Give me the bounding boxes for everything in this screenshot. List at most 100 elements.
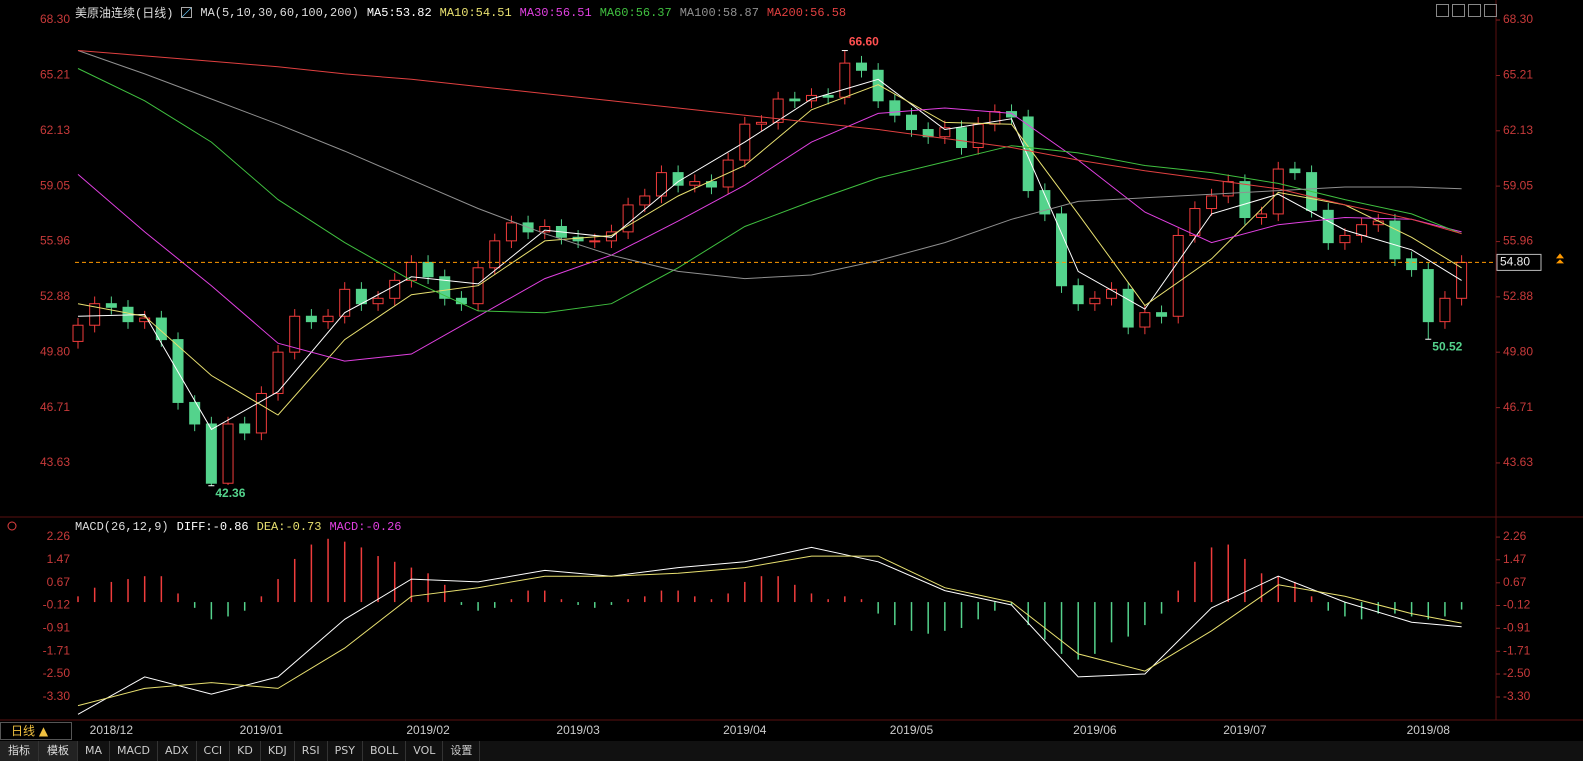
y-tick-label: -2.50 (43, 666, 71, 680)
candle-body (1322, 209, 1334, 244)
y-tick-label: 2.26 (1503, 529, 1527, 543)
macd-title: MACD(26,12,9) (75, 520, 169, 534)
indicator-line (77, 50, 1462, 235)
candle-body (1239, 181, 1251, 219)
y-tick-label: 59.05 (1503, 178, 1533, 192)
y-tick-label: 59.05 (40, 178, 70, 192)
indicator-tab[interactable]: VOL (406, 741, 444, 761)
indicator-tab[interactable]: 设置 (443, 741, 481, 761)
indicator-line (77, 78, 1462, 431)
y-tick-label: 49.80 (40, 344, 70, 358)
y-tick-label: 1.47 (47, 552, 71, 566)
price-legend: 美原油连续(日线) MA(5,10,30,60,100,200) MA5:53.… (75, 4, 846, 22)
macd-legend: MACD(26,12,9) DIFF:-0.86 DEA:-0.73 MACD:-0… (75, 520, 401, 534)
indicator-tab[interactable]: PSY (328, 741, 363, 761)
instrument-title: 美原油连续(日线) (75, 7, 174, 21)
y-tick-label: 68.30 (40, 12, 70, 26)
candle-body (839, 62, 851, 98)
macd-icon[interactable] (7, 521, 17, 531)
y-tick-label: 52.88 (1503, 289, 1533, 303)
ma-legend: MA5:53.82 (366, 5, 432, 20)
y-tick-label: 0.67 (47, 575, 71, 589)
candle-body (755, 121, 767, 125)
ma-legend: MA100:58.87 (679, 5, 759, 20)
candle-body (1206, 195, 1218, 210)
indicator-tab[interactable]: MACD (110, 741, 158, 761)
x-tick-label: 2019/05 (890, 723, 934, 737)
tool-button[interactable] (1484, 4, 1497, 17)
candle-body (1389, 220, 1401, 260)
y-tick-label: 43.63 (1503, 455, 1533, 469)
indicator-tab[interactable]: KD (230, 741, 261, 761)
candle-body (389, 279, 401, 299)
candle-body (305, 315, 317, 323)
indicator-tab[interactable]: MA (78, 741, 111, 761)
candle-body (906, 114, 917, 131)
x-tick-label: 2018/12 (90, 723, 134, 737)
tool-button[interactable] (1468, 4, 1481, 17)
y-tick-label: 55.96 (40, 234, 70, 248)
y-tick-label: 1.47 (1503, 552, 1527, 566)
y-tick-label: 65.21 (40, 68, 70, 82)
indicator-name: MA(5,10,30,60,100,200) (200, 5, 359, 20)
indicator-icon[interactable] (181, 7, 193, 18)
candle-body (289, 315, 301, 353)
y-tick-label: 68.30 (1503, 12, 1533, 26)
candle-body (189, 401, 201, 425)
y-tick-label: -0.91 (43, 620, 71, 634)
indicator-tab[interactable]: BOLL (363, 741, 407, 761)
y-tick-label: 46.71 (1503, 400, 1533, 414)
y-tick-label: -0.12 (43, 598, 71, 612)
candle-body (872, 69, 884, 102)
tool-button[interactable] (1436, 4, 1449, 17)
candle-body (1406, 258, 1418, 271)
indicator-line (77, 107, 1462, 362)
x-tick-label: 2019/03 (556, 723, 600, 737)
indicator-tab[interactable]: 指标 (0, 741, 39, 761)
ma-legend: MA60:56.37 (599, 5, 672, 20)
candle-body (255, 392, 267, 434)
period-selector[interactable]: 日线 ▲ (0, 722, 72, 740)
x-tick-label: 2019/06 (1073, 723, 1117, 737)
indicator-line (77, 546, 1462, 715)
indicator-tab[interactable]: KDJ (261, 741, 295, 761)
candle-body (672, 172, 684, 186)
x-tick-label: 2019/04 (723, 723, 767, 737)
candle-body (939, 127, 951, 138)
indicator-tab[interactable]: RSI (295, 741, 328, 761)
candle-body (1189, 208, 1201, 236)
candle-body (1089, 297, 1101, 305)
y-tick-label: 62.13 (1503, 123, 1533, 137)
indicator-line (77, 555, 1462, 707)
y-tick-label: 2.26 (47, 529, 71, 543)
candle-body (705, 181, 717, 188)
candle-body (422, 261, 434, 278)
y-tick-label: 43.63 (40, 455, 70, 469)
candle-body (689, 181, 701, 186)
y-tick-label: -3.30 (1503, 689, 1531, 703)
candle-body (789, 98, 801, 102)
indicator-tab[interactable]: CCI (197, 741, 231, 761)
extreme-label: 66.60 (849, 35, 879, 49)
candle-body (855, 62, 867, 71)
candle-body (1139, 312, 1151, 328)
candle-body (589, 240, 601, 243)
tool-button[interactable] (1452, 4, 1465, 17)
x-tick-label: 2019/01 (240, 723, 284, 737)
candle-body (772, 98, 784, 123)
candle-body (1422, 269, 1434, 323)
y-tick-label: 52.88 (40, 289, 70, 303)
y-tick-label: -0.12 (1503, 598, 1531, 612)
candle-body (439, 276, 451, 299)
indicator-tab[interactable]: 模板 (39, 741, 78, 761)
candle-body (272, 351, 284, 394)
y-tick-label: 65.21 (1503, 68, 1533, 82)
indicator-tab[interactable]: ADX (158, 741, 197, 761)
candle-body (239, 423, 251, 434)
candle-body (1272, 168, 1284, 215)
candle-body (972, 123, 984, 148)
candle-body (89, 303, 101, 326)
indicator-line (77, 50, 1462, 280)
